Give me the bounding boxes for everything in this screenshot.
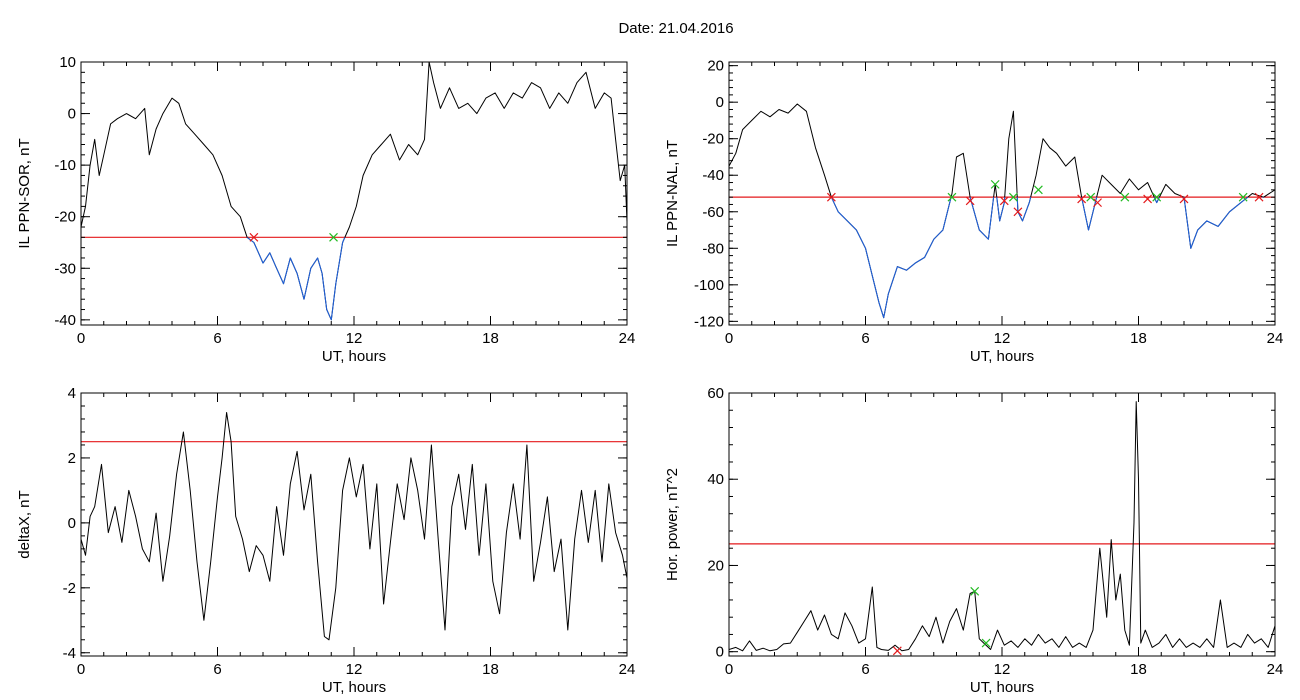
x-tick-label: 24 [619,330,636,347]
crossing-marker-nal-13 [1152,192,1162,202]
x-tick-label: 0 [77,330,85,347]
plot-area-nal [729,103,1275,319]
x-tick-label: 18 [1130,661,1147,678]
crossing-marker-hpower-2 [981,638,991,648]
y-tick-label: -60 [702,204,724,221]
crossing-marker-nal-16 [1254,192,1264,202]
y-axis-label-sor: IL PPN-SOR, nT [16,138,33,248]
series-line-hpower [729,401,1275,652]
y-tick-label: -20 [54,209,76,226]
y-tick-label: 60 [707,385,724,402]
x-tick-label: 18 [482,330,499,347]
y-tick-label: -10 [54,157,76,174]
y-axis-label-hpower: Hor. power, nT^2 [664,468,681,581]
x-tick-label: 6 [213,330,221,347]
crossing-marker-nal-6 [1013,207,1023,217]
ticks-nal: 0 6 12 18 24 20 0 -20 -40 -60 -80 -100 -120 [694,58,1283,347]
panel-deltax: 0 6 12 18 24 4 2 0 -2 -4 UT, hours deltaX, nT [16,385,635,696]
y-tick-label: 0 [68,515,76,532]
crossing-marker-nal-12 [1143,194,1153,204]
x-axis-label-nal: UT, hours [970,348,1034,365]
crossing-marker-nal-10 [1093,198,1102,208]
series-line-below-sor [246,237,346,321]
plot-area-sor [81,62,627,321]
y-tick-label: 0 [68,106,76,123]
ticks-hpower: 0 6 12 18 24 60 40 20 0 [707,385,1283,678]
y-tick-label: -30 [54,260,76,277]
y-tick-label: 40 [707,471,724,488]
crossing-marker-nal-8 [1077,194,1087,204]
crossing-marker-sor-1 [329,232,338,242]
page-title: Date: 21.04.2016 [618,20,733,37]
y-tick-label: -40 [54,312,76,329]
x-tick-label: 0 [77,661,85,678]
plot-frame-nal [728,61,1276,326]
x-tick-label: 6 [861,661,869,678]
plot-frame-deltax [80,392,628,657]
x-tick-label: 12 [994,330,1011,347]
panel-sor: 0 6 12 18 24 10 0 -10 -20 -30 -40 UT, hours IL PPN… [16,54,635,365]
x-tick-label: 24 [1267,661,1284,678]
plot-area-hpower [729,401,1275,656]
crossing-marker-nal-9 [1086,192,1096,202]
x-tick-label: 18 [1130,330,1147,347]
x-tick-label: 24 [619,661,636,678]
x-tick-label: 12 [994,661,1011,678]
y-axis-label-deltax: deltaX, nT [16,490,33,558]
panel-hpower: 0 6 12 18 24 60 40 20 0 UT, hours Hor. power, nT… [664,385,1283,696]
crossing-marker-hpower-0 [892,646,902,656]
y-tick-label: 4 [68,385,76,402]
y-tick-label: 10 [59,54,76,71]
y-tick-label: -2 [63,580,76,597]
x-tick-label: 6 [213,661,221,678]
y-tick-label: 0 [716,644,724,661]
y-tick-label: -40 [702,167,724,184]
x-tick-label: 0 [725,661,733,678]
plot-frame-sor [80,61,628,326]
crossing-marker-nal-15 [1238,192,1248,202]
y-axis-label-nal: IL PPN-NAL, nT [664,140,681,247]
series-line-sor [81,62,627,321]
series-line-deltax [81,412,627,641]
x-axis-label-deltax: UT, hours [322,679,386,696]
crossing-marker-nal-5 [1008,192,1018,202]
x-tick-label: 6 [861,330,869,347]
y-tick-label: -120 [694,313,724,330]
y-tick-label: -80 [702,240,724,257]
x-tick-label: 24 [1267,330,1284,347]
y-tick-label: 0 [716,94,724,111]
x-tick-label: 0 [725,330,733,347]
ticks-deltax: 0 6 12 18 24 4 2 0 -2 -4 [63,385,636,678]
y-tick-label: -4 [63,645,76,662]
crossing-marker-nal-4 [999,196,1009,206]
crossing-marker-hpower-1 [970,586,980,596]
x-tick-label: 18 [482,661,499,678]
crossing-marker-nal-0 [826,192,836,202]
ticks-sor: 0 6 12 18 24 10 0 -10 -20 -30 -40 [54,54,635,347]
y-tick-label: 20 [707,557,724,574]
crossing-marker-nal-1 [947,192,957,202]
plot-frame-hpower [728,392,1276,657]
x-axis-label-hpower: UT, hours [970,679,1034,696]
x-tick-label: 12 [346,661,363,678]
y-tick-label: 20 [707,58,724,75]
y-tick-label: -100 [694,277,724,294]
crossing-marker-nal-7 [1033,185,1043,195]
crossing-marker-sor-0 [249,232,259,242]
crossing-marker-nal-14 [1179,194,1189,204]
x-axis-label-sor: UT, hours [322,348,386,365]
y-tick-label: 2 [68,450,76,467]
panel-nal: 0 6 12 18 24 20 0 -20 -40 -60 -80 -100 -120 UT, hour… [664,58,1283,365]
plot-area-deltax [81,412,627,641]
y-tick-label: -20 [702,131,724,148]
crossing-marker-nal-3 [990,179,1000,189]
x-tick-label: 12 [346,330,363,347]
series-line-below-nal [830,197,1265,319]
crossing-marker-nal-2 [965,196,975,206]
crossing-marker-nal-11 [1120,192,1130,202]
